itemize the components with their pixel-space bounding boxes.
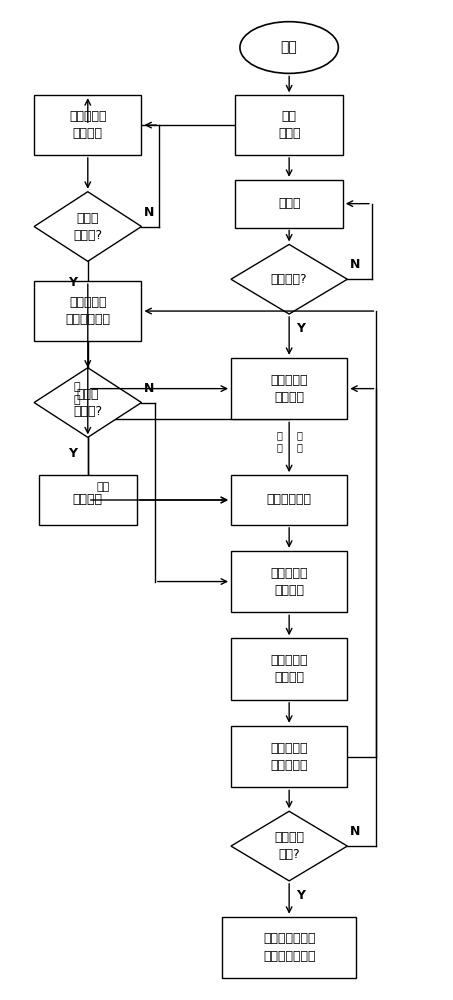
Polygon shape [231,811,347,881]
Text: 速
度: 速 度 [73,382,80,405]
Bar [236,95,343,155]
Text: 构成量测变量: 构成量测变量 [267,493,312,506]
Bar [34,95,141,155]
Text: N: N [144,206,154,219]
Text: 粗对准: 粗对准 [278,197,300,210]
Text: 主惯导系统
数据中断接收: 主惯导系统 数据中断接收 [65,296,110,326]
Bar [231,551,347,612]
Text: N: N [350,825,360,838]
Text: Y: Y [67,447,77,460]
Text: 是否完成?: 是否完成? [271,273,308,286]
Text: 姿态: 姿态 [97,482,110,492]
Bar [236,180,343,228]
Bar [34,281,141,341]
Text: 数据是
否正确?: 数据是 否正确? [73,388,102,418]
Polygon shape [34,368,141,437]
Text: 是否对准
成功?: 是否对准 成功? [274,831,304,861]
Text: 姿
态: 姿 态 [296,431,302,452]
Bar [231,358,347,419]
Ellipse shape [240,22,338,73]
Text: 子惯导捷联
导航解算: 子惯导捷联 导航解算 [270,374,308,404]
Text: 杆臂补偿: 杆臂补偿 [73,493,103,506]
Bar [231,475,347,525]
Bar [231,638,347,700]
Text: 速
度: 速 度 [276,431,282,452]
Text: 得到对准结束时
子惯导姿态信息: 得到对准结束时 子惯导姿态信息 [263,932,315,962]
Text: 数据是
否正确?: 数据是 否正确? [73,212,102,242]
Text: Y: Y [296,322,305,335]
Text: N: N [144,382,154,395]
Text: Y: Y [67,276,77,289]
Text: 开始: 开始 [281,41,298,55]
Bar [39,475,137,525]
Bar [231,726,347,787]
Text: Y: Y [296,889,305,902]
Text: 子惯导数据
中断接收: 子惯导数据 中断接收 [69,110,106,140]
Text: 误差状态量
实时估计: 误差状态量 实时估计 [270,654,308,684]
Text: 系统
初始化: 系统 初始化 [278,110,300,140]
Text: 进行卡尔曼
滤波迭代: 进行卡尔曼 滤波迭代 [270,567,308,597]
Bar [222,917,356,978]
Polygon shape [34,192,141,261]
Text: N: N [350,258,360,271]
Polygon shape [231,244,347,314]
Text: 子惯导姿态
误差角修正: 子惯导姿态 误差角修正 [270,742,308,772]
